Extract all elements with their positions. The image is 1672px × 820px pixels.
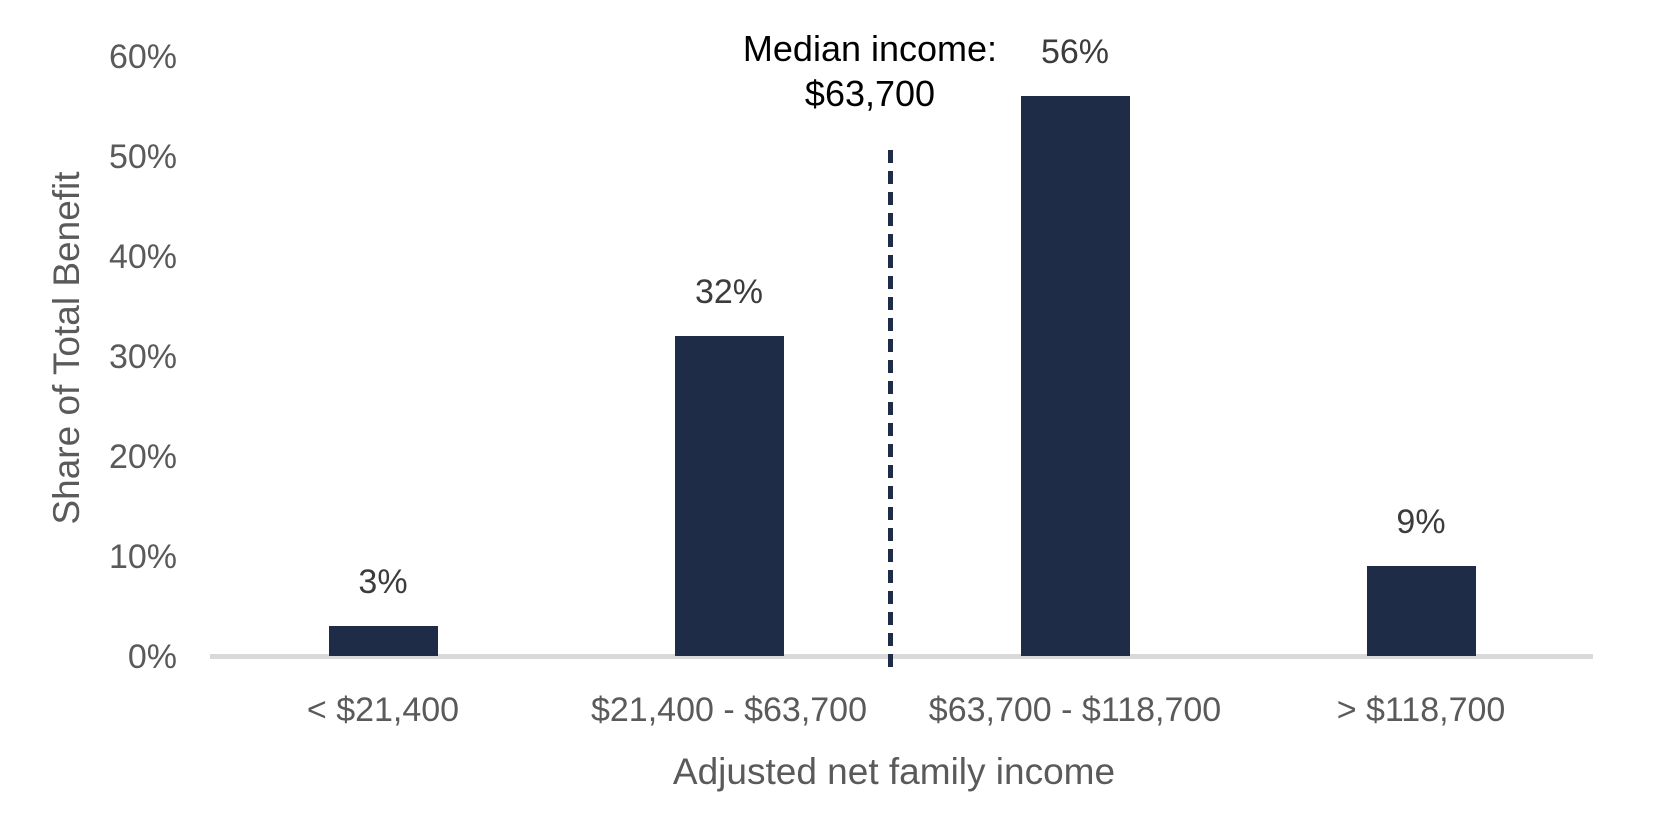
y-tick-label: 30%: [108, 338, 177, 376]
x-category-label: < $21,400: [306, 691, 460, 729]
y-tick-label: 40%: [108, 238, 177, 276]
y-tick-label: 60%: [108, 38, 177, 76]
bar: [674, 336, 784, 656]
x-category-label: $21,400 - $63,700: [590, 691, 868, 729]
bar: [1020, 96, 1130, 656]
bar-value-label: 3%: [358, 563, 408, 601]
y-tick-label: 20%: [108, 438, 177, 476]
median-dashed-line: [888, 150, 893, 667]
median-annotation-line1: Median income:: [742, 28, 998, 69]
y-tick-label: 0%: [127, 638, 177, 676]
bar-value-label: 56%: [1040, 33, 1110, 71]
bar: [328, 626, 438, 656]
y-tick-label: 50%: [108, 138, 177, 176]
y-tick-label: 10%: [108, 538, 177, 576]
median-annotation-line2: $63,700: [804, 73, 936, 114]
x-category-label: $63,700 - $118,700: [928, 691, 1222, 729]
x-category-label: > $118,700: [1336, 691, 1506, 729]
bar-value-label: 32%: [694, 273, 764, 311]
bar-value-label: 9%: [1396, 503, 1446, 541]
bar: [1366, 566, 1476, 656]
x-axis-title: Adjusted net family income: [672, 751, 1116, 792]
median-annotation: Median income: $63,700: [610, 26, 1130, 116]
x-axis-line: [210, 654, 1593, 659]
